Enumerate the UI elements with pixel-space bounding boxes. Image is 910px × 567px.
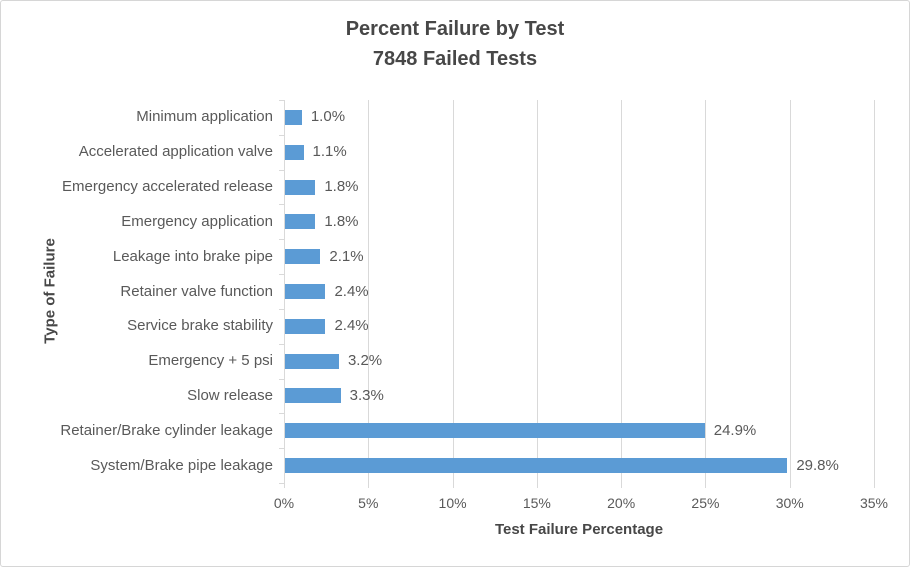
bar [285, 214, 316, 230]
bar [285, 353, 339, 369]
category-label: Service brake stability [127, 317, 273, 335]
value-label: 1.0% [310, 108, 346, 126]
x-tick-label: 10% [438, 495, 467, 511]
y-axis-tick [279, 274, 284, 276]
category-label: System/Brake pipe leakage [90, 456, 273, 474]
value-label: 3.3% [349, 386, 384, 404]
x-axis-tick [368, 483, 370, 488]
category-label: Minimum application [136, 108, 273, 126]
x-tick-label: 20% [607, 495, 636, 511]
x-axis-tick [536, 483, 538, 488]
gridline [368, 100, 370, 483]
chart-subtitle: 7848 Failed Tests [372, 48, 538, 70]
bar [285, 318, 326, 334]
bar [285, 179, 316, 195]
gridline [789, 100, 791, 483]
y-axis-tick [279, 100, 284, 101]
x-tick-label: 0% [273, 495, 295, 511]
bar [285, 109, 302, 125]
bar [285, 144, 304, 160]
bar [285, 458, 788, 474]
gridline [621, 100, 623, 483]
value-label: 3.2% [347, 352, 383, 370]
category-label: Retainer/Brake cylinder leakage [60, 421, 273, 439]
value-label: 1.8% [324, 212, 359, 230]
bar [285, 249, 321, 265]
y-axis-tick [279, 378, 284, 380]
category-label: Emergency accelerated release [62, 178, 273, 196]
value-label: 1.1% [312, 143, 347, 161]
category-label: Accelerated application valve [78, 143, 273, 161]
y-axis-tick [279, 483, 284, 484]
category-label: Leakage into brake pipe [112, 247, 273, 265]
y-axis-tick [279, 343, 284, 345]
chart-title-block: Percent Failure by Test 7848 Failed Test… [1, 14, 909, 74]
gridline [874, 100, 875, 483]
x-tick-label: 25% [691, 495, 720, 511]
value-label: 29.8% [796, 456, 839, 474]
y-axis-tick [279, 448, 284, 450]
y-axis-line [284, 100, 285, 483]
x-tick-label: 30% [775, 495, 804, 511]
x-axis-tick [452, 483, 454, 488]
gridline [452, 100, 454, 483]
category-label: Slow release [187, 386, 273, 404]
value-label: 24.9% [713, 421, 757, 439]
bar [285, 284, 326, 299]
value-label: 2.4% [334, 317, 369, 335]
x-tick-label: 5% [358, 495, 379, 511]
x-axis-tick [874, 483, 875, 488]
y-axis-tick [279, 134, 284, 136]
bar [285, 423, 705, 439]
value-label: 1.8% [324, 178, 359, 196]
bar [285, 388, 341, 404]
x-axis-tick [621, 483, 623, 488]
y-axis-tick [279, 308, 284, 310]
category-label: Emergency + 5 psi [148, 352, 273, 370]
x-axis-title: Test Failure Percentage [494, 521, 664, 538]
x-axis-tick [284, 483, 285, 488]
category-label: Retainer valve function [120, 282, 273, 300]
category-label: Emergency application [121, 212, 273, 230]
chart-title: Percent Failure by Test [345, 18, 565, 40]
y-axis-tick [279, 169, 284, 171]
value-label: 2.4% [334, 282, 369, 300]
x-axis-tick [705, 483, 707, 488]
y-axis-tick [279, 239, 284, 241]
x-tick-label: 35% [859, 495, 889, 511]
x-axis-tick [789, 483, 791, 488]
x-tick-label: 15% [522, 495, 551, 511]
y-axis-tick [279, 413, 284, 415]
value-label: 2.1% [329, 247, 364, 265]
y-axis-tick [279, 204, 284, 206]
gridline [705, 100, 707, 483]
gridline [536, 100, 538, 483]
